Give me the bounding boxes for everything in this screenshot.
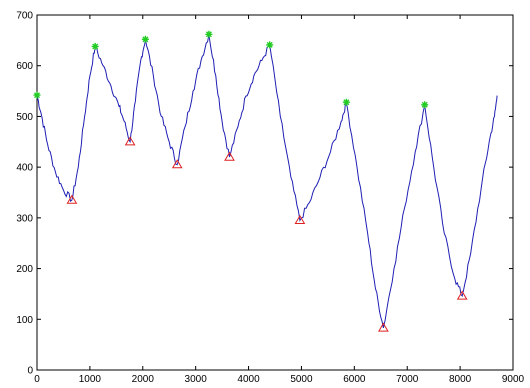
series-layer — [36, 34, 498, 329]
x-tick-label: 0 — [34, 374, 40, 383]
trough-marker — [294, 214, 306, 224]
trough-marker — [456, 290, 468, 300]
trough-marker — [224, 151, 235, 161]
x-tick-label: 1000 — [79, 374, 102, 383]
x-tick-label: 2000 — [132, 374, 155, 383]
y-tick-label: 700 — [16, 11, 33, 22]
x-tick-label: 5000 — [290, 374, 313, 383]
x-tick-label: 9000 — [502, 374, 525, 383]
plot-area — [36, 14, 514, 371]
ticks-layer: 0 1000 2000 3000 4000 5000 6000 7000 8000 9000 0 10… — [16, 11, 525, 386]
x-tick-label: 6000 — [343, 374, 366, 383]
y-tick-label: 500 — [16, 112, 33, 123]
series-line — [36, 34, 498, 329]
y-tick-label: 600 — [16, 61, 33, 72]
y-tick-label: 300 — [16, 213, 33, 224]
y-tick-label: 0 — [27, 366, 33, 377]
peak-marker — [266, 41, 274, 49]
peak-marker — [342, 98, 350, 106]
y-tick-label: 100 — [16, 315, 33, 326]
peak-marker — [205, 30, 213, 38]
peak-marker — [91, 42, 99, 50]
trough-marker — [171, 159, 183, 169]
markers-layer — [33, 30, 468, 332]
trough-marker — [66, 194, 78, 204]
peak-marker — [33, 91, 41, 99]
y-tick-label: 200 — [16, 264, 33, 275]
y-tick-label: 400 — [16, 163, 33, 174]
x-tick-label: 3000 — [185, 374, 208, 383]
x-tick-label: 8000 — [449, 374, 472, 383]
peak-marker — [421, 101, 429, 109]
peak-marker — [141, 35, 149, 43]
x-tick-label: 4000 — [237, 374, 260, 383]
trough-marker — [378, 322, 389, 332]
x-tick-label: 7000 — [396, 374, 419, 383]
trough-marker — [124, 136, 136, 146]
